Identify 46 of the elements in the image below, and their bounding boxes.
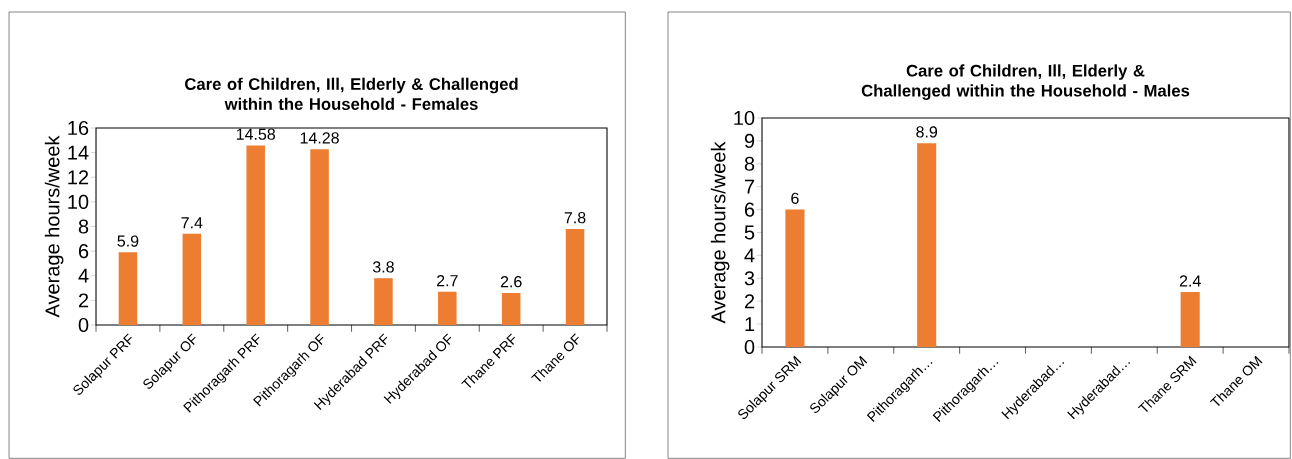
- data-label: 6: [791, 192, 799, 204]
- data-label: 5.9: [117, 235, 139, 247]
- bar: [1180, 292, 1200, 347]
- bar: [785, 209, 805, 347]
- y-tick-label: 5: [744, 225, 755, 240]
- y-tick-label: 2: [744, 294, 755, 309]
- y-tick-label: 14: [68, 145, 89, 160]
- y-tick-label: 7: [744, 179, 755, 194]
- y-axis-title: Average hours/week: [44, 135, 64, 318]
- y-tick-label: 12: [68, 170, 89, 185]
- data-label: 14.58: [236, 128, 276, 140]
- y-tick-label: 16: [68, 120, 89, 136]
- y-tick-label: 10: [68, 194, 89, 209]
- bar: [565, 228, 585, 325]
- y-tick-label: 6: [744, 202, 755, 217]
- y-tick-label: 4: [744, 248, 755, 263]
- bar: [310, 149, 329, 325]
- data-label: 2.7: [436, 274, 458, 287]
- y-tick-label: 8: [744, 156, 755, 171]
- y-tick-label: 0: [78, 317, 89, 333]
- chart-title: Care of Children, Ill, Elderly & Challenged within the Household - Females: [185, 77, 518, 110]
- data-label: 3.8: [372, 261, 394, 273]
- y-tick-label: 3: [744, 271, 755, 286]
- data-label: 7.4: [181, 217, 203, 229]
- y-tick-label: 6: [78, 244, 89, 259]
- y-axis-title: Average hours/week: [710, 141, 730, 324]
- chart-title: Care of Children, Ill, Elderly & Challenged within the Household - Males: [861, 64, 1190, 100]
- data-label: 7.8: [564, 212, 586, 224]
- data-label: 2.4: [1179, 275, 1201, 287]
- y-tick-label: 10: [734, 110, 755, 126]
- y-tick-label: 2: [78, 293, 89, 308]
- bar: [438, 291, 457, 325]
- bar: [917, 143, 937, 347]
- bar: [374, 278, 393, 325]
- y-tick-label: 8: [78, 219, 89, 234]
- y-tick-label: 0: [744, 339, 755, 355]
- bar: [118, 252, 138, 325]
- data-label: 2.6: [500, 276, 522, 288]
- data-label: 14.28: [300, 132, 339, 144]
- y-tick-label: 1: [745, 317, 755, 331]
- data-label: 8.9: [916, 126, 938, 138]
- bar: [501, 292, 521, 325]
- bar: [182, 233, 202, 325]
- y-tick-label: 4: [78, 268, 89, 283]
- y-tick-label: 9: [744, 133, 755, 148]
- bar: [246, 145, 265, 325]
